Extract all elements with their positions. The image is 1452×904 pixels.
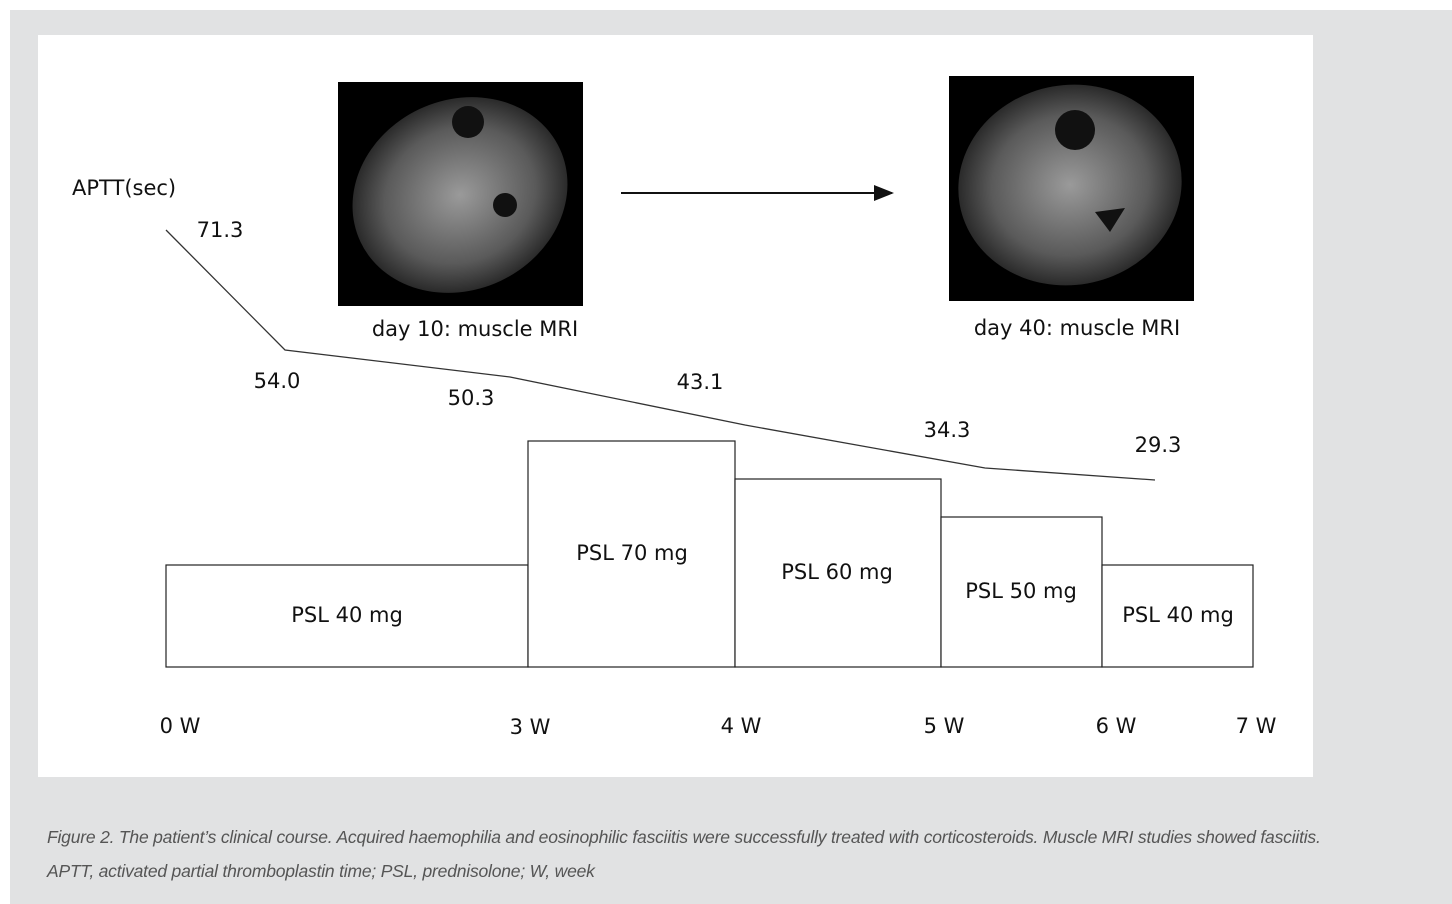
week-label: 7 W xyxy=(1236,714,1277,738)
week-label: 5 W xyxy=(924,714,965,738)
dose-label: PSL 40 mg xyxy=(291,603,403,627)
week-label: 4 W xyxy=(721,714,762,738)
dose-label: PSL 50 mg xyxy=(965,579,1077,603)
dose-label: PSL 60 mg xyxy=(781,560,893,584)
figure-caption: Figure 2. The patient’s clinical course.… xyxy=(47,820,1337,888)
mri-caption: day 40: muscle MRI xyxy=(974,316,1180,340)
aptt-label: 71.3 xyxy=(197,218,244,242)
week-label: 6 W xyxy=(1096,714,1137,738)
week-label: 3 W xyxy=(510,715,551,739)
mri-caption: day 10: muscle MRI xyxy=(372,317,578,341)
aptt-label: 54.0 xyxy=(254,369,301,393)
mri-image xyxy=(320,62,600,327)
aptt-label: 43.1 xyxy=(677,370,724,394)
mri-image xyxy=(942,67,1197,303)
dose-label: PSL 40 mg xyxy=(1122,603,1234,627)
aptt-label: 50.3 xyxy=(448,386,495,410)
page: {"figure": { "y_label": "APTT(sec)", "ap… xyxy=(0,0,1452,904)
aptt-label: 34.3 xyxy=(924,418,971,442)
aptt-label: 29.3 xyxy=(1135,433,1182,457)
dose-label: PSL 70 mg xyxy=(576,541,688,565)
week-label: 0 W xyxy=(160,714,201,738)
figure: day 10: muscle MRI day 40: muscle MRI AP… xyxy=(0,0,1452,904)
axis-label: APTT(sec) xyxy=(72,176,176,200)
